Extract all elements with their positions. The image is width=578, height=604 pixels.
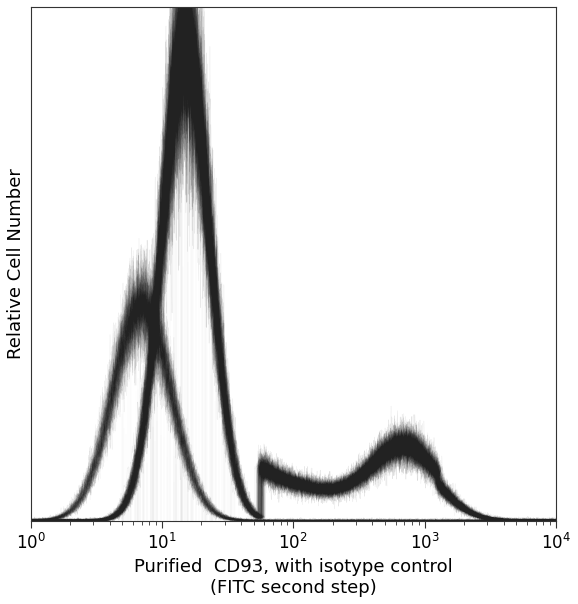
X-axis label: Purified  CD93, with isotype control
(FITC second step): Purified CD93, with isotype control (FIT… [134, 558, 453, 597]
Y-axis label: Relative Cell Number: Relative Cell Number [7, 169, 25, 359]
